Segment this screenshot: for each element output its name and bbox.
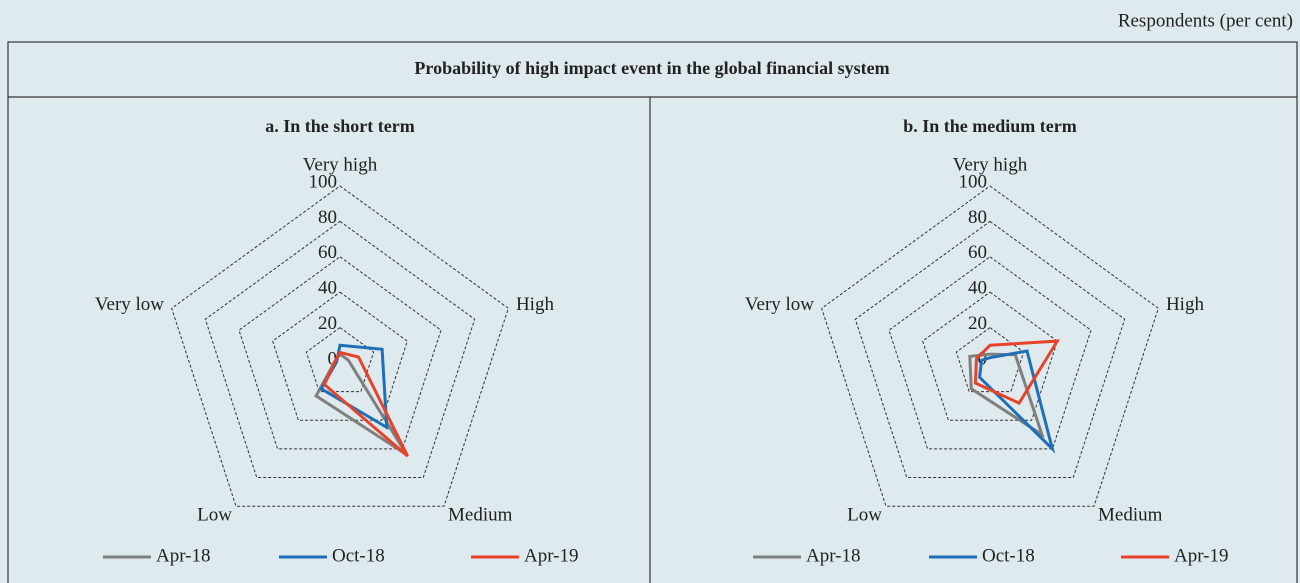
axis-label: High	[516, 294, 555, 315]
grid-ring	[204, 220, 476, 479]
grid-ring	[238, 256, 442, 450]
grid-ring	[888, 256, 1092, 450]
r-tick-label: 20	[968, 313, 987, 334]
series-line	[322, 350, 409, 458]
r-tick-label: 100	[959, 171, 988, 192]
axis-label: Very high	[303, 154, 378, 175]
grid-ring	[272, 291, 408, 421]
panel-title: a. In the short term	[265, 116, 414, 136]
axis-label: Medium	[448, 505, 513, 526]
r-tick-label: 100	[309, 171, 338, 192]
r-tick-label: 80	[968, 207, 987, 228]
legend-label: Apr-19	[524, 545, 579, 566]
r-tick-label: 80	[318, 207, 337, 228]
axis-label: Very low	[745, 294, 814, 315]
frame	[7, 41, 1298, 583]
grid-ring	[955, 326, 1025, 393]
r-tick-label: 60	[968, 242, 987, 263]
legend-label: Oct-18	[982, 545, 1035, 566]
legend-label: Apr-19	[1174, 545, 1229, 566]
legend-label: Oct-18	[332, 545, 385, 566]
axis-label: Low	[197, 505, 232, 526]
series-line	[973, 339, 1061, 406]
panel-title: b. In the medium term	[903, 116, 1077, 136]
series-line	[978, 349, 1056, 454]
r-tick-label: 40	[968, 278, 987, 299]
axis-label: High	[1166, 294, 1205, 315]
r-tick-label: 20	[318, 313, 337, 334]
axis-label: Very high	[953, 154, 1028, 175]
r-tick-label: 0	[328, 348, 338, 369]
axis-label: Medium	[1098, 505, 1163, 526]
axis-label: Low	[847, 505, 882, 526]
r-tick-label: 40	[318, 278, 337, 299]
grid-ring	[171, 185, 509, 507]
axis-label: Very low	[95, 294, 164, 315]
unit-note: Respondents (per cent)	[1118, 10, 1293, 31]
r-tick-label: 60	[318, 242, 337, 263]
legend-label: Apr-18	[806, 545, 861, 566]
grid-ring	[922, 291, 1058, 421]
series-line	[314, 351, 408, 456]
main-title: Probability of high impact event in the …	[414, 58, 889, 78]
grid-ring	[854, 220, 1126, 479]
grid-ring	[821, 185, 1159, 507]
legend-label: Apr-18	[156, 545, 211, 566]
